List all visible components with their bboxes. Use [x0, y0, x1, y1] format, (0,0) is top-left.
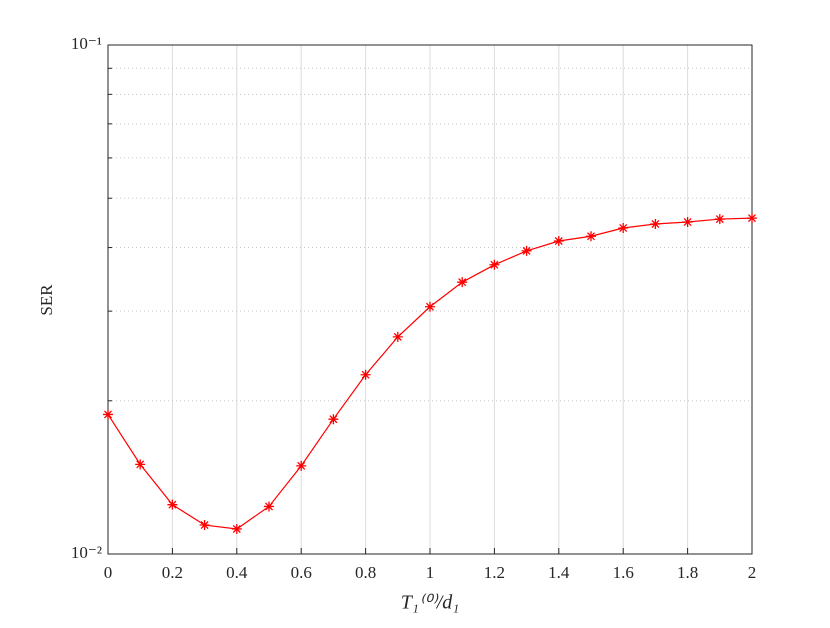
x-tick-label: 1.8: [677, 563, 698, 582]
asterisk-marker: [328, 414, 339, 425]
asterisk-marker: [103, 409, 113, 420]
y-tick-label: 10⁻²: [71, 543, 102, 562]
asterisk-marker: [650, 218, 661, 229]
asterisk-marker: [135, 459, 146, 470]
asterisk-marker: [425, 301, 435, 312]
x-tick-label: 1: [426, 563, 435, 582]
y-axis-label: SER: [37, 284, 56, 316]
x-tick-label: 0.4: [226, 563, 248, 582]
x-tick-label: 1.2: [484, 563, 505, 582]
x-tick-label: 0.6: [291, 563, 312, 582]
x-tick-label: 2: [748, 563, 757, 582]
y-tick-label: 10⁻¹: [71, 34, 102, 53]
x-axis-label: T₁⁽⁰⁾/d₁: [401, 592, 459, 614]
asterisk-marker: [618, 222, 629, 233]
asterisk-marker: [714, 214, 725, 225]
x-tick-label: 1.4: [548, 563, 570, 582]
asterisk-marker: [392, 331, 403, 342]
x-tick-label: 0.8: [355, 563, 376, 582]
x-tick-label: 1.6: [613, 563, 634, 582]
asterisk-marker: [457, 277, 468, 288]
asterisk-marker: [199, 520, 210, 531]
asterisk-marker: [167, 499, 178, 510]
asterisk-marker: [521, 245, 532, 256]
asterisk-marker: [231, 523, 242, 534]
x-tick-label: 0: [104, 563, 113, 582]
asterisk-marker: [264, 501, 274, 512]
asterisk-marker: [360, 369, 371, 380]
asterisk-marker: [489, 259, 500, 270]
asterisk-marker: [747, 213, 757, 224]
asterisk-marker: [586, 231, 596, 242]
asterisk-marker: [553, 236, 564, 247]
plot-frame: [107, 44, 753, 555]
asterisk-marker: [682, 217, 693, 228]
asterisk-marker: [296, 460, 307, 471]
x-tick-label: 0.2: [162, 563, 183, 582]
